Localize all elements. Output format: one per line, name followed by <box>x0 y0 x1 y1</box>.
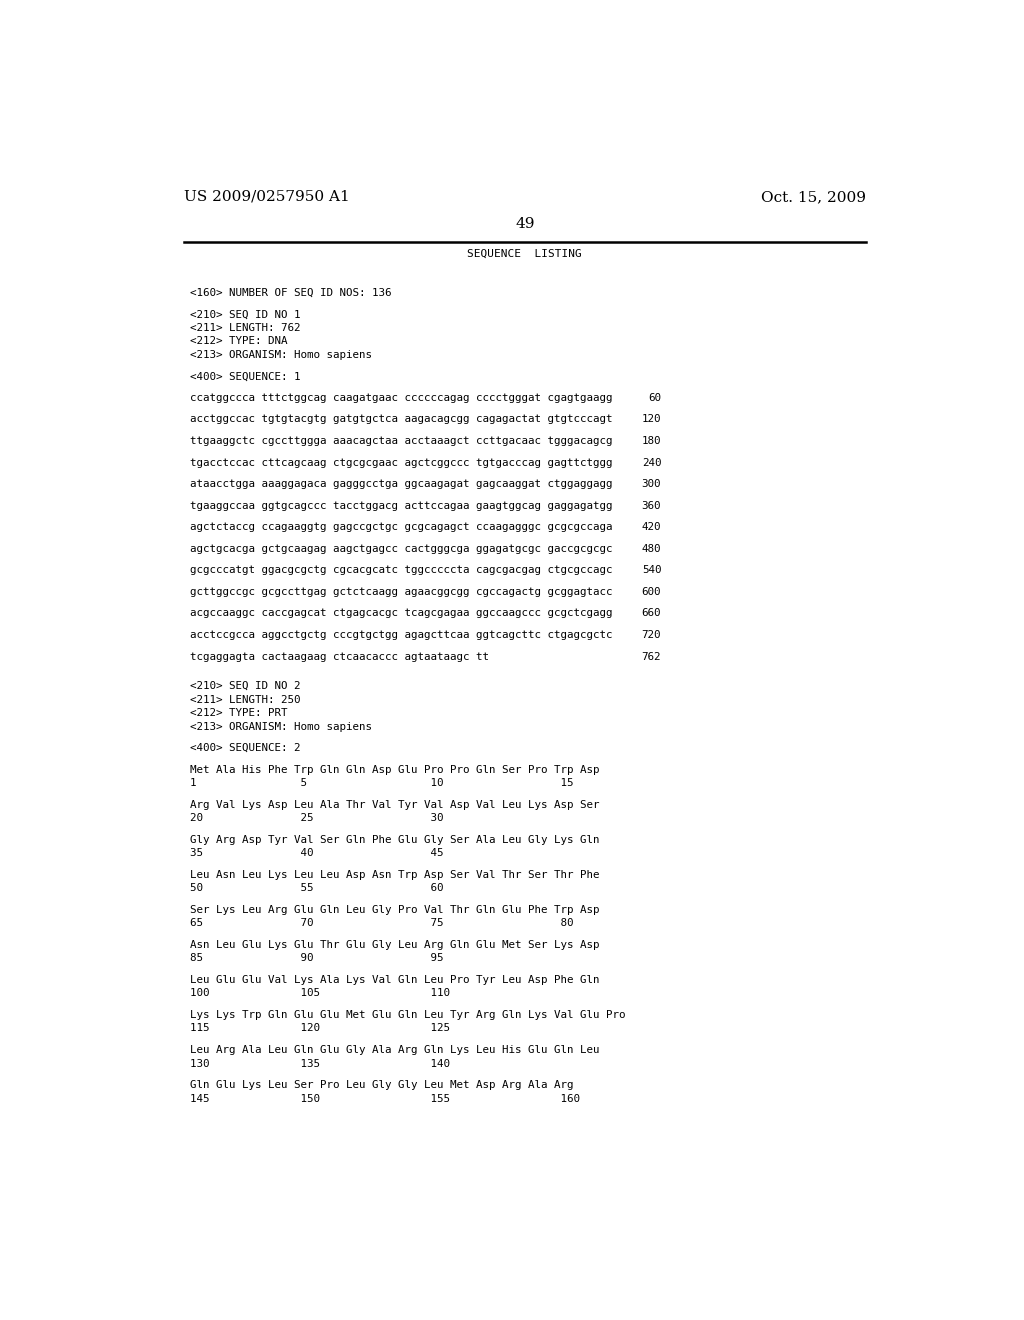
Text: Leu Arg Ala Leu Gln Glu Gly Ala Arg Gln Lys Leu His Glu Gln Leu: Leu Arg Ala Leu Gln Glu Gly Ala Arg Gln … <box>190 1045 599 1055</box>
Text: <210> SEQ ID NO 1: <210> SEQ ID NO 1 <box>190 309 300 319</box>
Text: acgccaaggc caccgagcat ctgagcacgc tcagcgagaa ggccaagccc gcgctcgagg: acgccaaggc caccgagcat ctgagcacgc tcagcga… <box>190 609 612 619</box>
Text: 540: 540 <box>642 565 662 576</box>
Text: 49: 49 <box>515 216 535 231</box>
Text: <211> LENGTH: 762: <211> LENGTH: 762 <box>190 323 300 333</box>
Text: Leu Asn Leu Lys Leu Leu Asp Asn Trp Asp Ser Val Thr Ser Thr Phe: Leu Asn Leu Lys Leu Leu Asp Asn Trp Asp … <box>190 870 599 880</box>
Text: agctgcacga gctgcaagag aagctgagcc cactgggcga ggagatgcgc gaccgcgcgc: agctgcacga gctgcaagag aagctgagcc cactggg… <box>190 544 612 554</box>
Text: 100              105                 110: 100 105 110 <box>190 989 450 998</box>
Text: 35               40                  45: 35 40 45 <box>190 849 443 858</box>
Text: Leu Glu Glu Val Lys Ala Lys Val Gln Leu Pro Tyr Leu Asp Phe Gln: Leu Glu Glu Val Lys Ala Lys Val Gln Leu … <box>190 975 599 985</box>
Text: <400> SEQUENCE: 1: <400> SEQUENCE: 1 <box>190 371 300 381</box>
Text: acctggccac tgtgtacgtg gatgtgctca aagacagcgg cagagactat gtgtcccagt: acctggccac tgtgtacgtg gatgtgctca aagacag… <box>190 414 612 425</box>
Text: Oct. 15, 2009: Oct. 15, 2009 <box>761 190 866 203</box>
Text: tgacctccac cttcagcaag ctgcgcgaac agctcggccc tgtgacccag gagttctggg: tgacctccac cttcagcaag ctgcgcgaac agctcgg… <box>190 458 612 467</box>
Text: 240: 240 <box>642 458 662 467</box>
Text: 145              150                 155                 160: 145 150 155 160 <box>190 1093 580 1104</box>
Text: Gly Arg Asp Tyr Val Ser Gln Phe Glu Gly Ser Ala Leu Gly Lys Gln: Gly Arg Asp Tyr Val Ser Gln Phe Glu Gly … <box>190 834 599 845</box>
Text: ataacctgga aaaggagaca gagggcctga ggcaagagat gagcaaggat ctggaggagg: ataacctgga aaaggagaca gagggcctga ggcaaga… <box>190 479 612 490</box>
Text: gcgcccatgt ggacgcgctg cgcacgcatc tggcccccta cagcgacgag ctgcgccagc: gcgcccatgt ggacgcgctg cgcacgcatc tggcccc… <box>190 565 612 576</box>
Text: Asn Leu Glu Lys Glu Thr Glu Gly Leu Arg Gln Glu Met Ser Lys Asp: Asn Leu Glu Lys Glu Thr Glu Gly Leu Arg … <box>190 940 599 950</box>
Text: 360: 360 <box>642 500 662 511</box>
Text: 180: 180 <box>642 436 662 446</box>
Text: 115              120                 125: 115 120 125 <box>190 1023 450 1034</box>
Text: <160> NUMBER OF SEQ ID NOS: 136: <160> NUMBER OF SEQ ID NOS: 136 <box>190 288 391 298</box>
Text: 20               25                  30: 20 25 30 <box>190 813 443 824</box>
Text: Lys Lys Trp Gln Glu Glu Met Glu Gln Leu Tyr Arg Gln Lys Val Glu Pro: Lys Lys Trp Gln Glu Glu Met Glu Gln Leu … <box>190 1010 626 1020</box>
Text: <212> TYPE: DNA: <212> TYPE: DNA <box>190 337 288 346</box>
Text: <213> ORGANISM: Homo sapiens: <213> ORGANISM: Homo sapiens <box>190 722 372 731</box>
Text: 480: 480 <box>642 544 662 554</box>
Text: Arg Val Lys Asp Leu Ala Thr Val Tyr Val Asp Val Leu Lys Asp Ser: Arg Val Lys Asp Leu Ala Thr Val Tyr Val … <box>190 800 599 809</box>
Text: 130              135                 140: 130 135 140 <box>190 1059 450 1068</box>
Text: 65               70                  75                  80: 65 70 75 80 <box>190 919 573 928</box>
Text: acctccgcca aggcctgctg cccgtgctgg agagcttcaa ggtcagcttc ctgagcgctc: acctccgcca aggcctgctg cccgtgctgg agagctt… <box>190 630 612 640</box>
Text: <211> LENGTH: 250: <211> LENGTH: 250 <box>190 694 300 705</box>
Text: 660: 660 <box>642 609 662 619</box>
Text: Ser Lys Leu Arg Glu Gln Leu Gly Pro Val Thr Gln Glu Phe Trp Asp: Ser Lys Leu Arg Glu Gln Leu Gly Pro Val … <box>190 906 599 915</box>
Text: <400> SEQUENCE: 2: <400> SEQUENCE: 2 <box>190 743 300 754</box>
Text: 60: 60 <box>648 393 662 403</box>
Text: 420: 420 <box>642 523 662 532</box>
Text: 50               55                  60: 50 55 60 <box>190 883 443 894</box>
Text: Met Ala His Phe Trp Gln Gln Asp Glu Pro Pro Gln Ser Pro Trp Asp: Met Ala His Phe Trp Gln Gln Asp Glu Pro … <box>190 764 599 775</box>
Text: tcgaggagta cactaagaag ctcaacaccc agtaataagc tt: tcgaggagta cactaagaag ctcaacaccc agtaata… <box>190 652 489 661</box>
Text: tgaaggccaa ggtgcagccc tacctggacg acttccagaa gaagtggcag gaggagatgg: tgaaggccaa ggtgcagccc tacctggacg acttcca… <box>190 500 612 511</box>
Text: 120: 120 <box>642 414 662 425</box>
Text: agctctaccg ccagaaggtg gagccgctgc gcgcagagct ccaagagggc gcgcgccaga: agctctaccg ccagaaggtg gagccgctgc gcgcaga… <box>190 523 612 532</box>
Text: <210> SEQ ID NO 2: <210> SEQ ID NO 2 <box>190 681 300 692</box>
Text: <212> TYPE: PRT: <212> TYPE: PRT <box>190 708 288 718</box>
Text: gcttggccgc gcgccttgag gctctcaagg agaacggcgg cgccagactg gcggagtacc: gcttggccgc gcgccttgag gctctcaagg agaacgg… <box>190 587 612 597</box>
Text: 85               90                  95: 85 90 95 <box>190 953 443 964</box>
Text: Gln Glu Lys Leu Ser Pro Leu Gly Gly Leu Met Asp Arg Ala Arg: Gln Glu Lys Leu Ser Pro Leu Gly Gly Leu … <box>190 1080 573 1090</box>
Text: 600: 600 <box>642 587 662 597</box>
Text: 762: 762 <box>642 652 662 661</box>
Text: 720: 720 <box>642 630 662 640</box>
Text: SEQUENCE  LISTING: SEQUENCE LISTING <box>467 249 583 259</box>
Text: 1                5                   10                  15: 1 5 10 15 <box>190 779 573 788</box>
Text: ccatggccca tttctggcag caagatgaac ccccccagag cccctgggat cgagtgaagg: ccatggccca tttctggcag caagatgaac cccccca… <box>190 393 612 403</box>
Text: US 2009/0257950 A1: US 2009/0257950 A1 <box>183 190 349 203</box>
Text: ttgaaggctc cgccttggga aaacagctaa acctaaagct ccttgacaac tgggacagcg: ttgaaggctc cgccttggga aaacagctaa acctaaa… <box>190 436 612 446</box>
Text: 300: 300 <box>642 479 662 490</box>
Text: <213> ORGANISM: Homo sapiens: <213> ORGANISM: Homo sapiens <box>190 350 372 360</box>
